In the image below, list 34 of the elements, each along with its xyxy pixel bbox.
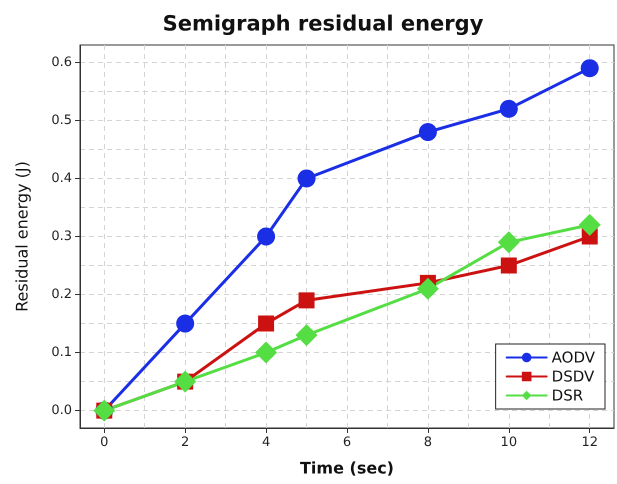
legend-label: DSDV (552, 368, 596, 386)
point (258, 316, 274, 332)
chart-title: Semigraph residual energy (162, 12, 484, 36)
y-axis-title: Residual energy (J) (12, 161, 32, 312)
x-tick-label: 6 (342, 435, 352, 450)
y-tick-label: 0.1 (51, 345, 72, 360)
legend-label: DSR (552, 386, 584, 404)
x-tick-label: 8 (424, 435, 432, 450)
point (416, 278, 439, 300)
x-tick-label: 0 (100, 435, 108, 450)
x-tick-label: 2 (181, 435, 190, 450)
y-tick-label: 0.2 (51, 287, 72, 302)
point (298, 292, 315, 308)
point (578, 214, 601, 236)
point (500, 100, 518, 118)
point (176, 314, 194, 333)
point (418, 123, 437, 142)
point (298, 169, 316, 188)
x-axis-title: Time (sec) (300, 458, 394, 478)
point (500, 258, 517, 274)
point (257, 228, 276, 246)
x-tick-label: 12 (581, 435, 598, 450)
y-tick-label: 0.3 (51, 229, 72, 244)
legend-label: AODV (552, 348, 596, 366)
y-tick-label: 0.6 (51, 54, 72, 70)
x-tick-label: 10 (500, 435, 518, 450)
point (498, 231, 520, 254)
point (296, 324, 318, 346)
x-tick-label: 4 (262, 435, 270, 450)
point (580, 59, 599, 78)
y-tick-label: 0.0 (51, 403, 72, 418)
y-tick-label: 0.5 (51, 112, 72, 128)
y-tick-label: 0.4 (51, 170, 72, 186)
point (255, 342, 278, 364)
